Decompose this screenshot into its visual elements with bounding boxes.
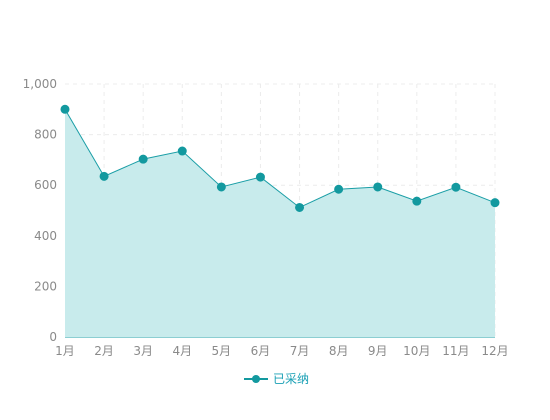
data-point[interactable] (295, 202, 305, 212)
series-line (64, 109, 496, 209)
x-tick-label: 6月 (251, 344, 271, 358)
data-point[interactable] (451, 182, 461, 192)
data-point[interactable] (255, 172, 265, 182)
data-point[interactable] (177, 146, 187, 156)
x-tick-label: 3月 (133, 344, 153, 358)
data-point[interactable] (490, 198, 500, 208)
x-tick-label: 7月 (290, 344, 310, 358)
legend[interactable]: 已采纳 (244, 372, 309, 386)
y-axis: 0 200 400 600 800 1,000 (23, 77, 57, 344)
y-tick-label: 400 (34, 229, 57, 243)
data-point[interactable] (216, 182, 226, 192)
y-tick-label: 1,000 (23, 77, 57, 91)
x-tick-label: 4月 (172, 344, 192, 358)
x-tick-label: 1月 (55, 344, 75, 358)
x-tick-label: 8月 (329, 344, 349, 358)
x-tick-label: 2月 (94, 344, 114, 358)
y-tick-label: 800 (34, 128, 57, 142)
x-axis: 1月 2月 3月 4月 5月 6月 7月 8月 9月 10月 11月 12月 (55, 336, 509, 358)
data-point[interactable] (138, 154, 148, 164)
y-tick-label: 600 (34, 178, 57, 192)
legend-marker-icon (252, 375, 260, 383)
data-point[interactable] (60, 104, 70, 114)
x-tick-label: 9月 (368, 344, 388, 358)
series-area (65, 109, 495, 337)
x-tick-label: 11月 (442, 344, 469, 358)
data-point[interactable] (99, 171, 109, 181)
x-tick-label: 5月 (212, 344, 232, 358)
data-point[interactable] (412, 196, 422, 206)
y-tick-label: 0 (49, 330, 57, 344)
series-layer (60, 104, 500, 337)
y-tick-label: 200 (34, 279, 57, 293)
data-point[interactable] (373, 182, 383, 192)
x-tick-label: 12月 (481, 344, 508, 358)
x-tick-label: 10月 (403, 344, 430, 358)
data-point[interactable] (334, 184, 344, 194)
legend-label[interactable]: 已采纳 (273, 372, 309, 386)
